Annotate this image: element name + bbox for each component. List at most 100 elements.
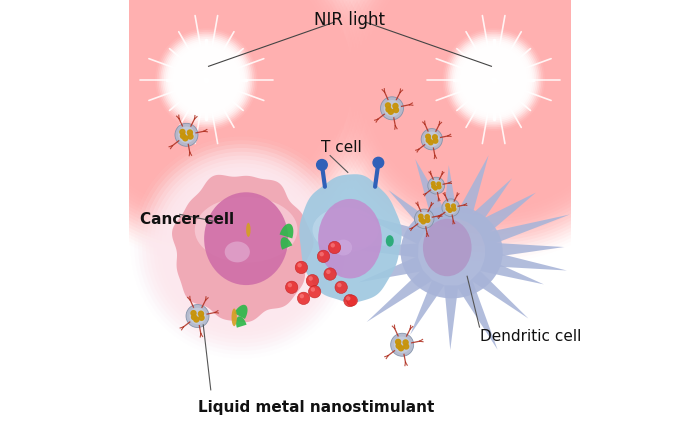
Circle shape (89, 0, 324, 197)
Circle shape (458, 44, 529, 115)
Circle shape (113, 0, 299, 172)
Circle shape (444, 30, 543, 129)
Circle shape (197, 71, 215, 88)
Polygon shape (470, 271, 528, 319)
Circle shape (463, 49, 524, 110)
Circle shape (425, 215, 429, 219)
Circle shape (317, 250, 330, 263)
Circle shape (466, 51, 522, 108)
Polygon shape (456, 280, 498, 350)
Circle shape (61, 0, 352, 225)
Circle shape (169, 42, 244, 117)
Circle shape (184, 190, 299, 305)
Circle shape (204, 209, 280, 286)
Circle shape (466, 52, 522, 107)
Circle shape (161, 167, 322, 328)
Circle shape (475, 61, 512, 98)
Circle shape (183, 57, 230, 103)
Polygon shape (410, 280, 444, 335)
Ellipse shape (232, 309, 237, 326)
Circle shape (176, 49, 237, 110)
Circle shape (194, 317, 199, 322)
Circle shape (188, 134, 193, 139)
Circle shape (146, 152, 337, 343)
Circle shape (404, 344, 409, 349)
Circle shape (438, 24, 550, 135)
Circle shape (169, 175, 314, 320)
Circle shape (30, 0, 383, 256)
Circle shape (188, 61, 225, 98)
Circle shape (190, 64, 223, 95)
Circle shape (470, 57, 517, 103)
Circle shape (200, 73, 213, 86)
Circle shape (160, 33, 253, 126)
Circle shape (139, 11, 274, 148)
Circle shape (456, 42, 531, 117)
Circle shape (323, 0, 664, 250)
Circle shape (428, 15, 559, 145)
Circle shape (327, 0, 661, 247)
Circle shape (196, 202, 288, 293)
Circle shape (64, 0, 349, 222)
Ellipse shape (318, 199, 382, 278)
Circle shape (328, 241, 341, 254)
Circle shape (477, 64, 510, 95)
Circle shape (173, 179, 311, 316)
Circle shape (336, 0, 652, 237)
Circle shape (201, 74, 211, 85)
Circle shape (433, 135, 438, 139)
Circle shape (157, 30, 256, 129)
Ellipse shape (423, 219, 472, 276)
Circle shape (476, 62, 511, 97)
Circle shape (421, 220, 426, 224)
Circle shape (480, 65, 508, 94)
Circle shape (347, 295, 358, 306)
Circle shape (197, 70, 216, 89)
Polygon shape (279, 224, 293, 238)
Circle shape (181, 55, 231, 104)
Circle shape (174, 48, 238, 111)
Circle shape (238, 244, 246, 251)
Circle shape (364, 0, 624, 210)
Circle shape (85, 0, 327, 200)
Circle shape (437, 182, 440, 186)
Circle shape (52, 0, 361, 234)
Circle shape (117, 0, 296, 169)
Polygon shape (344, 244, 419, 258)
Circle shape (330, 0, 657, 244)
Circle shape (311, 287, 315, 292)
Ellipse shape (246, 223, 251, 237)
Circle shape (433, 187, 438, 190)
Circle shape (300, 294, 304, 298)
Circle shape (404, 0, 583, 169)
Circle shape (135, 8, 277, 151)
Circle shape (43, 0, 370, 244)
Circle shape (176, 183, 307, 312)
Circle shape (489, 74, 499, 85)
Circle shape (203, 76, 209, 83)
Circle shape (483, 69, 504, 90)
Circle shape (199, 72, 213, 87)
Circle shape (426, 218, 430, 222)
Circle shape (462, 48, 526, 111)
Circle shape (48, 0, 364, 237)
Circle shape (163, 36, 250, 123)
Polygon shape (444, 165, 458, 219)
Circle shape (469, 55, 519, 104)
Circle shape (417, 212, 431, 226)
Circle shape (382, 0, 605, 191)
Circle shape (454, 39, 534, 120)
Circle shape (474, 60, 513, 99)
Circle shape (478, 64, 509, 95)
Circle shape (344, 294, 356, 307)
Circle shape (452, 207, 456, 211)
Circle shape (74, 0, 340, 213)
Circle shape (486, 72, 500, 87)
Circle shape (381, 97, 403, 120)
Circle shape (423, 8, 565, 151)
Circle shape (83, 0, 330, 203)
Circle shape (386, 107, 391, 112)
Circle shape (426, 11, 561, 148)
Circle shape (67, 0, 346, 219)
Circle shape (394, 336, 410, 353)
